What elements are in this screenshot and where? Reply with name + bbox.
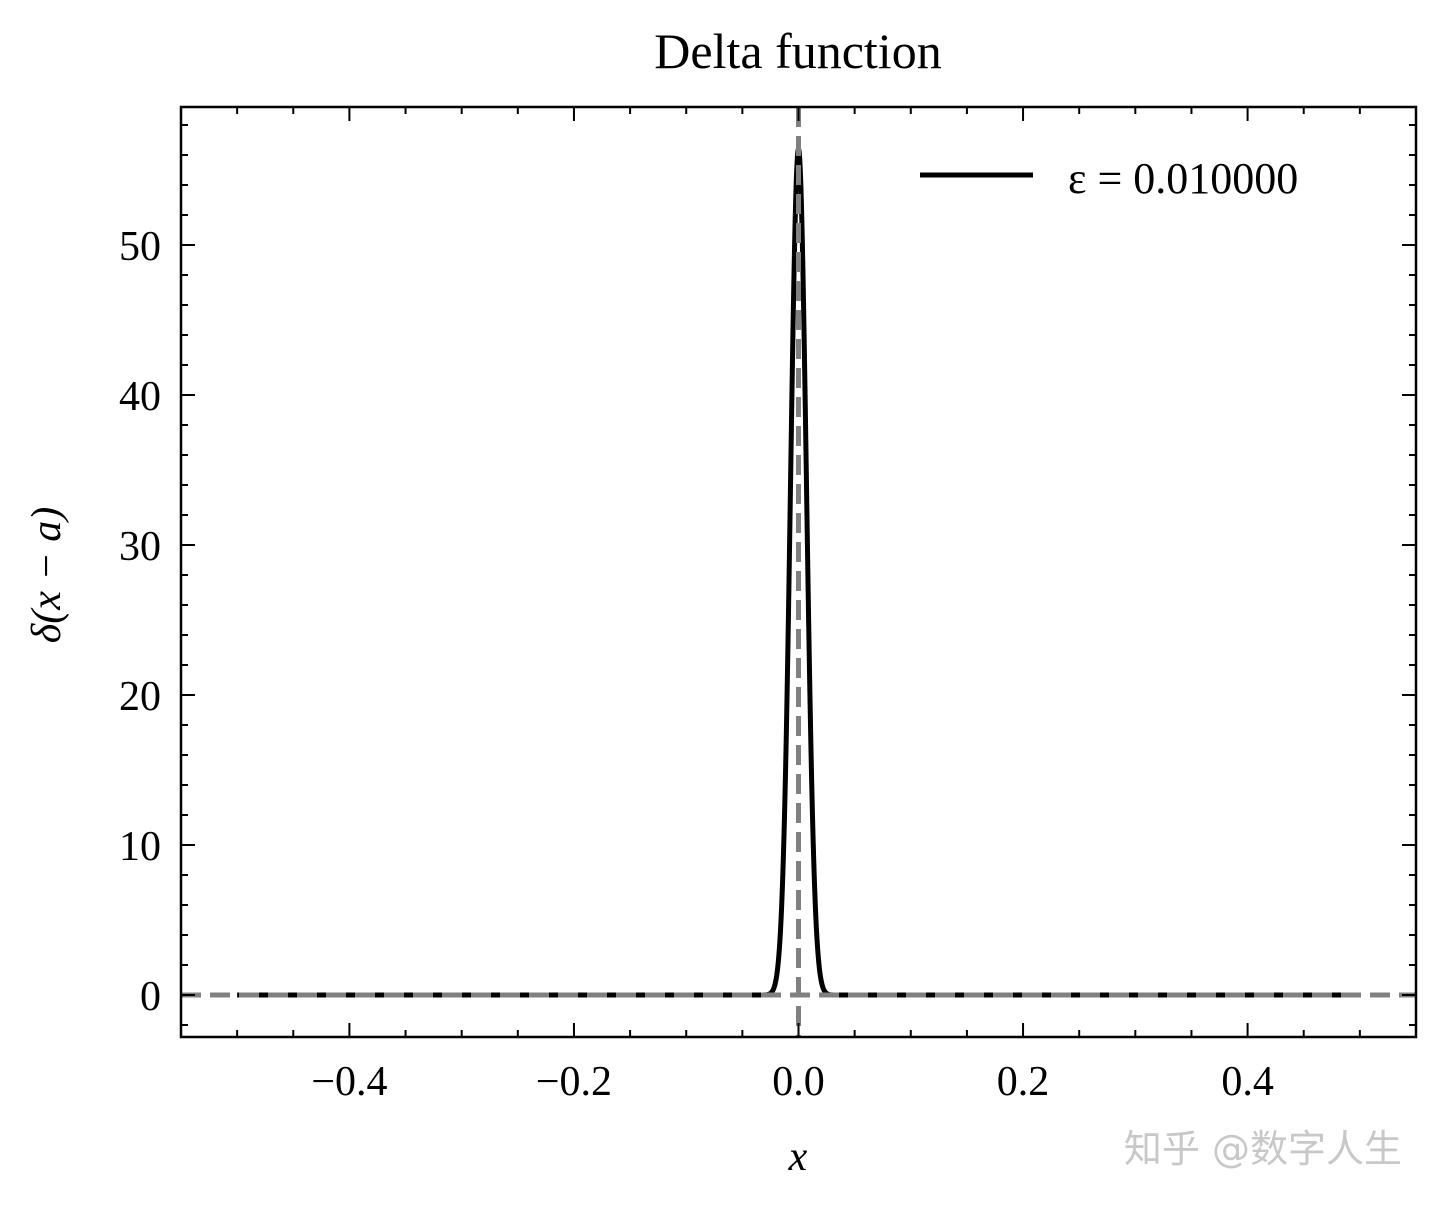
y-tick-label: 20: [119, 674, 161, 720]
chart-title: Delta function: [654, 23, 941, 79]
x-tick-label: 0.2: [997, 1059, 1050, 1105]
x-tick-label: 0.4: [1221, 1059, 1274, 1105]
x-tick-label: 0.0: [772, 1059, 825, 1105]
legend: ε = 0.010000: [920, 154, 1298, 203]
watermark: 知乎 @数字人生: [1124, 1127, 1402, 1171]
y-tick-label: 40: [119, 374, 161, 420]
y-tick-label: 0: [140, 974, 161, 1020]
y-axis-label: δ(x − a): [24, 507, 70, 643]
legend-label: ε = 0.010000: [1068, 154, 1298, 203]
x-tick-label: −0.4: [311, 1059, 387, 1105]
y-tick-label: 10: [119, 824, 161, 870]
x-axis-label: x: [788, 1134, 808, 1180]
plot-area: −0.4 −0.2 0.0 0.2 0.4 0 10 20 30 40 50 ε = 0.010000: [119, 105, 1418, 1105]
y-tick-label: 50: [119, 224, 161, 270]
data-layer: [181, 107, 1416, 1037]
x-tick-label: −0.2: [536, 1059, 612, 1105]
y-tick-label: 30: [119, 524, 161, 570]
